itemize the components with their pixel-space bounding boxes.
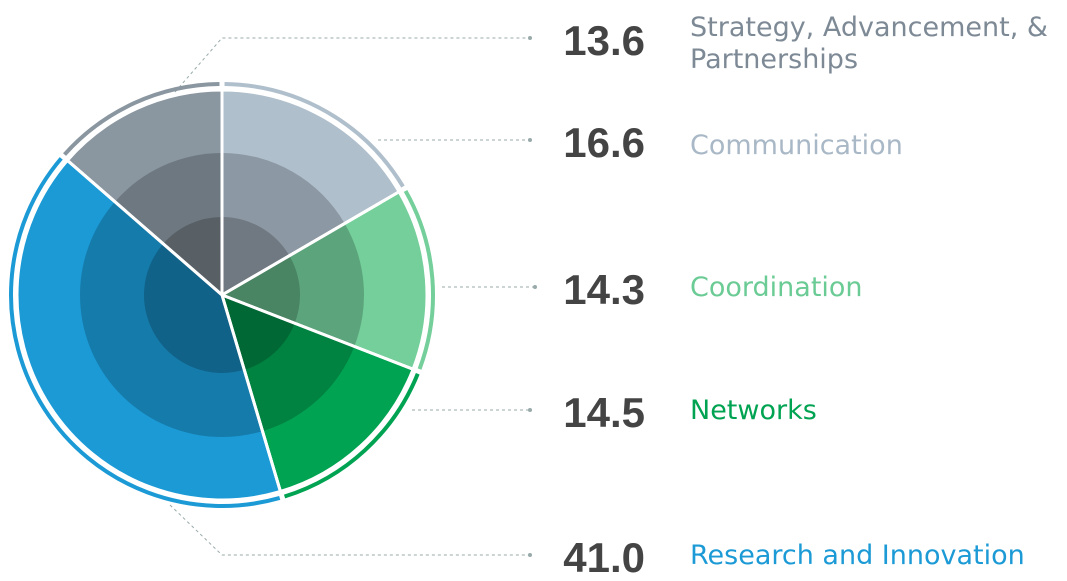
legend-label: Networks — [690, 395, 817, 426]
leader-dot — [528, 36, 532, 40]
slice-rim — [63, 82, 220, 156]
slice-inner — [222, 255, 300, 324]
slice-middle — [79, 201, 263, 438]
slice-divider — [221, 189, 402, 297]
slice-divider — [221, 293, 416, 372]
slice-inner — [143, 243, 245, 374]
leader-dot — [528, 138, 532, 142]
slice-rim — [224, 82, 405, 188]
value-label: 13.6 — [563, 17, 645, 64]
slice-rim — [9, 157, 281, 508]
slice-middle — [114, 153, 222, 295]
value-label: 14.5 — [563, 389, 645, 436]
leader-lines — [169, 36, 537, 557]
slice-rim — [403, 189, 435, 370]
slice-middle — [222, 223, 364, 347]
slice-outer — [219, 292, 416, 494]
slice-middle — [222, 295, 355, 432]
slice-inner — [222, 217, 290, 295]
legend-label: Coordination — [690, 272, 863, 303]
leader-dot — [528, 408, 532, 412]
slice-outer — [15, 158, 283, 502]
legend-label: Research and Innovation — [690, 540, 1025, 571]
leader-line — [174, 37, 530, 93]
leader-dot — [528, 553, 532, 557]
slice-middle — [222, 153, 345, 295]
slice-rim — [283, 373, 420, 499]
legend-label: Communication — [690, 130, 903, 161]
slice-divider — [220, 294, 283, 494]
leader-line — [169, 504, 530, 556]
value-label: 14.3 — [563, 266, 645, 313]
value-label: 16.6 — [563, 119, 645, 166]
value-label: 41.0 — [563, 534, 645, 581]
leader-dot — [533, 285, 537, 289]
legend-label: Strategy, Advancement, & Partnerships — [690, 12, 1048, 75]
slice-divider — [64, 157, 223, 297]
slice-outer — [218, 189, 429, 372]
slice-outer — [65, 88, 224, 299]
slice-outer — [220, 88, 402, 298]
slice-inner — [163, 217, 222, 295]
